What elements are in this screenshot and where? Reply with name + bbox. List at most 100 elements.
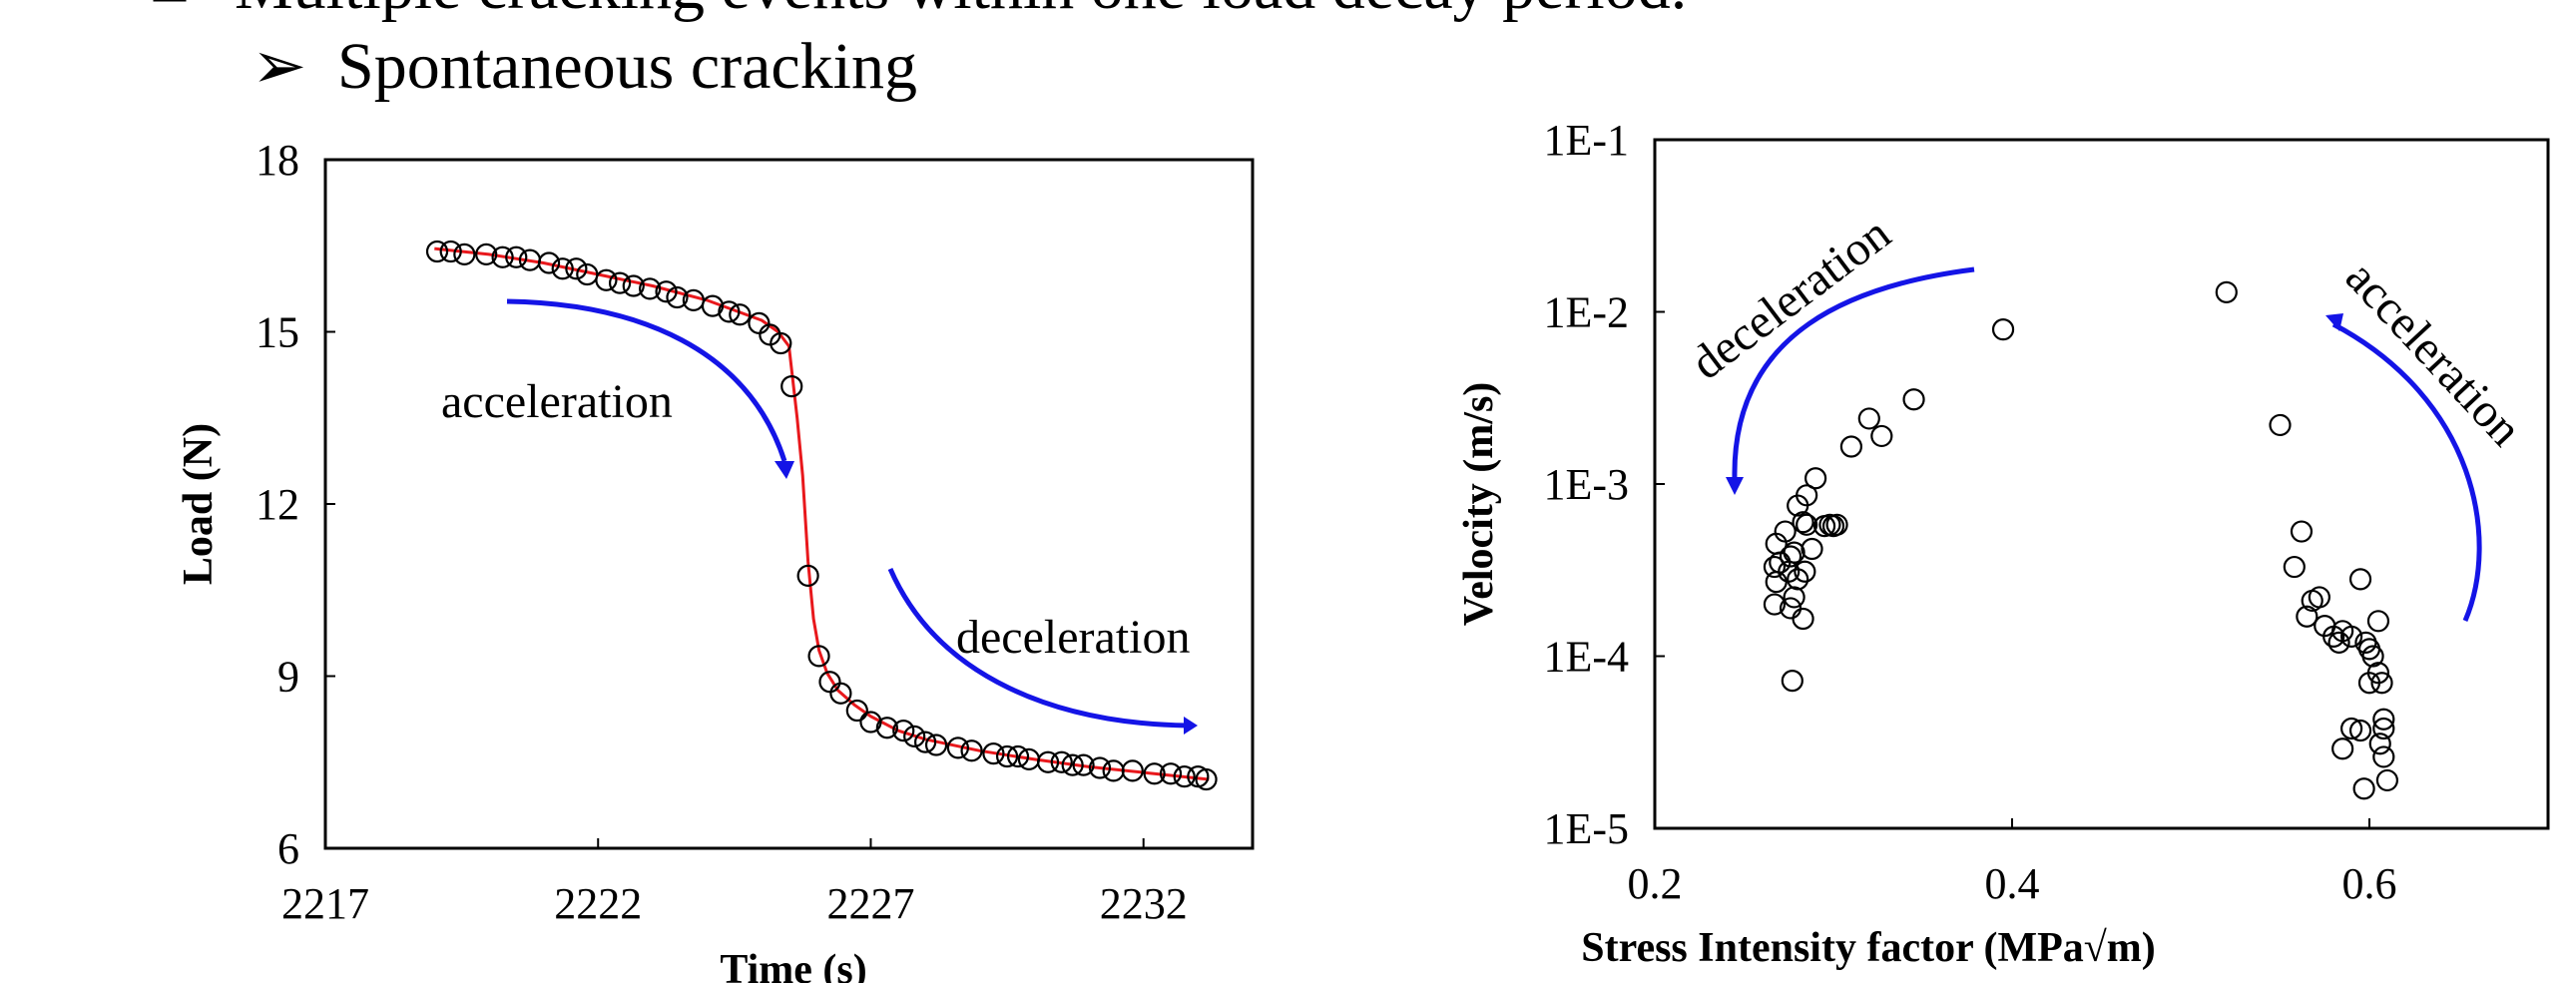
velocity-stress-tick-labels: 1E-5 1E-4 1E-3 1E-2 1E-1 0.2 0.4 0.6 bbox=[1543, 116, 2396, 908]
stress-x-tick-label: 0.6 bbox=[2342, 859, 2397, 908]
load-y-tick-label: 15 bbox=[256, 308, 299, 357]
load-data-point bbox=[780, 375, 803, 398]
velocity-data-point bbox=[2340, 717, 2363, 740]
load-data-point bbox=[729, 303, 752, 326]
load-data-point bbox=[946, 737, 970, 759]
stress-intensity-axis-title: Stress Intensity factor (MPa√m) bbox=[1581, 925, 2156, 971]
velocity-y-tick-label: 1E-5 bbox=[1543, 804, 1629, 853]
load-y-tick-label: 12 bbox=[256, 480, 299, 529]
velocity-axis-title: Velocity (m/s) bbox=[1456, 382, 1502, 627]
bullet-top-line: Multiple cracking events within one load… bbox=[235, 0, 1687, 23]
velocity-data-point bbox=[1818, 513, 1841, 536]
load-data-point bbox=[807, 645, 830, 668]
load-data-point bbox=[960, 739, 983, 762]
stress-x-tick-label: 0.2 bbox=[1628, 859, 1683, 908]
load-data-points bbox=[425, 240, 1218, 791]
arrow-bullet-icon: ➢ bbox=[252, 30, 306, 103]
deceleration-annotation-right: deceleration bbox=[1682, 207, 1975, 495]
velocity-data-point bbox=[2372, 708, 2395, 731]
load-data-point bbox=[666, 285, 689, 309]
load-data-point bbox=[924, 734, 948, 756]
velocity-data-point bbox=[1870, 424, 1893, 448]
load-time-chart: 6 9 12 15 18 2217 2222 2227 2232 Time (s) Load (… bbox=[176, 136, 1255, 983]
velocity-plot-frame bbox=[1653, 138, 2550, 830]
velocity-data-point bbox=[2357, 672, 2381, 695]
deceleration-arrowhead-icon bbox=[1184, 717, 1198, 735]
velocity-data-point bbox=[1787, 568, 1809, 591]
deceleration-arrow-icon-right bbox=[1732, 266, 1975, 480]
velocity-data-point bbox=[2372, 717, 2395, 740]
velocity-data-point bbox=[2348, 719, 2372, 742]
load-time-axes bbox=[323, 158, 1255, 850]
velocity-data-point bbox=[2327, 631, 2350, 654]
velocity-data-point bbox=[2215, 280, 2238, 303]
velocity-data-point bbox=[2296, 605, 2318, 628]
deceleration-label: deceleration bbox=[956, 611, 1191, 664]
velocity-data-point bbox=[1803, 467, 1827, 490]
time-x-tick-label: 2217 bbox=[281, 879, 369, 928]
load-data-point bbox=[892, 720, 915, 742]
load-data-point bbox=[914, 731, 937, 753]
load-data-point bbox=[903, 725, 926, 747]
acceleration-arrow-icon bbox=[506, 298, 787, 462]
load-data-point bbox=[1173, 765, 1196, 788]
velocity-data-point bbox=[2340, 625, 2363, 648]
velocity-data-point bbox=[1779, 545, 1803, 568]
load-data-point bbox=[995, 744, 1019, 768]
load-data-point bbox=[425, 240, 449, 263]
velocity-data-point bbox=[1902, 388, 1925, 411]
load-data-point bbox=[770, 331, 792, 355]
velocity-data-point bbox=[2370, 672, 2393, 695]
velocity-data-point bbox=[1794, 560, 1816, 583]
acceleration-annotation: acceleration bbox=[441, 298, 794, 479]
velocity-data-point bbox=[1787, 494, 1809, 517]
load-data-point bbox=[1159, 762, 1183, 785]
velocity-data-point bbox=[1765, 570, 1788, 594]
load-data-point bbox=[796, 564, 819, 587]
velocity-data-point bbox=[2352, 777, 2375, 800]
load-data-point bbox=[639, 277, 662, 300]
velocity-data-point bbox=[2283, 555, 2306, 579]
load-data-point bbox=[982, 742, 1005, 765]
load-data-point bbox=[505, 246, 528, 268]
bullet-sub-item: Spontaneous cracking bbox=[337, 30, 917, 103]
load-data-point bbox=[655, 280, 678, 303]
bullet-list: Multiple cracking events within one load… bbox=[153, 0, 1687, 103]
velocity-y-tick-label: 1E-2 bbox=[1543, 288, 1629, 337]
load-axis-title: Load (N) bbox=[176, 423, 222, 585]
velocity-data-point bbox=[1801, 537, 1823, 561]
acceleration-label: acceleration bbox=[441, 375, 673, 428]
load-data-point bbox=[475, 243, 498, 265]
acceleration-annotation-right: acceleration bbox=[2325, 250, 2532, 622]
load-data-point bbox=[718, 300, 741, 323]
velocity-data-point bbox=[2348, 568, 2372, 591]
load-data-point bbox=[701, 294, 725, 317]
acceleration-label-right: acceleration bbox=[2335, 250, 2532, 456]
load-y-tick-label: 9 bbox=[277, 653, 299, 702]
velocity-data-point bbox=[1792, 607, 1814, 631]
velocity-data-point bbox=[2366, 610, 2390, 633]
load-data-point bbox=[622, 274, 645, 297]
load-data-point bbox=[439, 240, 462, 263]
load-data-point bbox=[845, 699, 868, 723]
load-time-tick-labels: 6 9 12 15 18 2217 2222 2227 2232 bbox=[256, 136, 1188, 928]
load-data-point bbox=[491, 246, 514, 268]
velocity-data-point bbox=[1781, 670, 1803, 693]
load-data-point bbox=[1121, 759, 1144, 782]
load-data-point bbox=[1050, 750, 1073, 773]
acceleration-arrowhead-icon bbox=[774, 461, 794, 479]
deceleration-label-right: deceleration bbox=[1682, 207, 1900, 389]
load-data-point bbox=[537, 251, 561, 274]
load-y-tick-label: 18 bbox=[256, 136, 299, 185]
time-x-tick-label: 2232 bbox=[1100, 879, 1188, 928]
load-data-point bbox=[565, 257, 588, 280]
velocity-y-tick-label: 1E-4 bbox=[1543, 633, 1629, 682]
deceleration-annotation: deceleration bbox=[887, 567, 1198, 735]
velocity-data-point bbox=[2372, 745, 2395, 768]
time-axis-title: Time (s) bbox=[720, 947, 866, 983]
stress-x-tick-label: 0.4 bbox=[1985, 859, 2040, 908]
load-data-point bbox=[1072, 753, 1095, 776]
load-data-point bbox=[1088, 756, 1112, 779]
load-data-point bbox=[595, 268, 618, 291]
velocity-data-point bbox=[2331, 737, 2354, 760]
